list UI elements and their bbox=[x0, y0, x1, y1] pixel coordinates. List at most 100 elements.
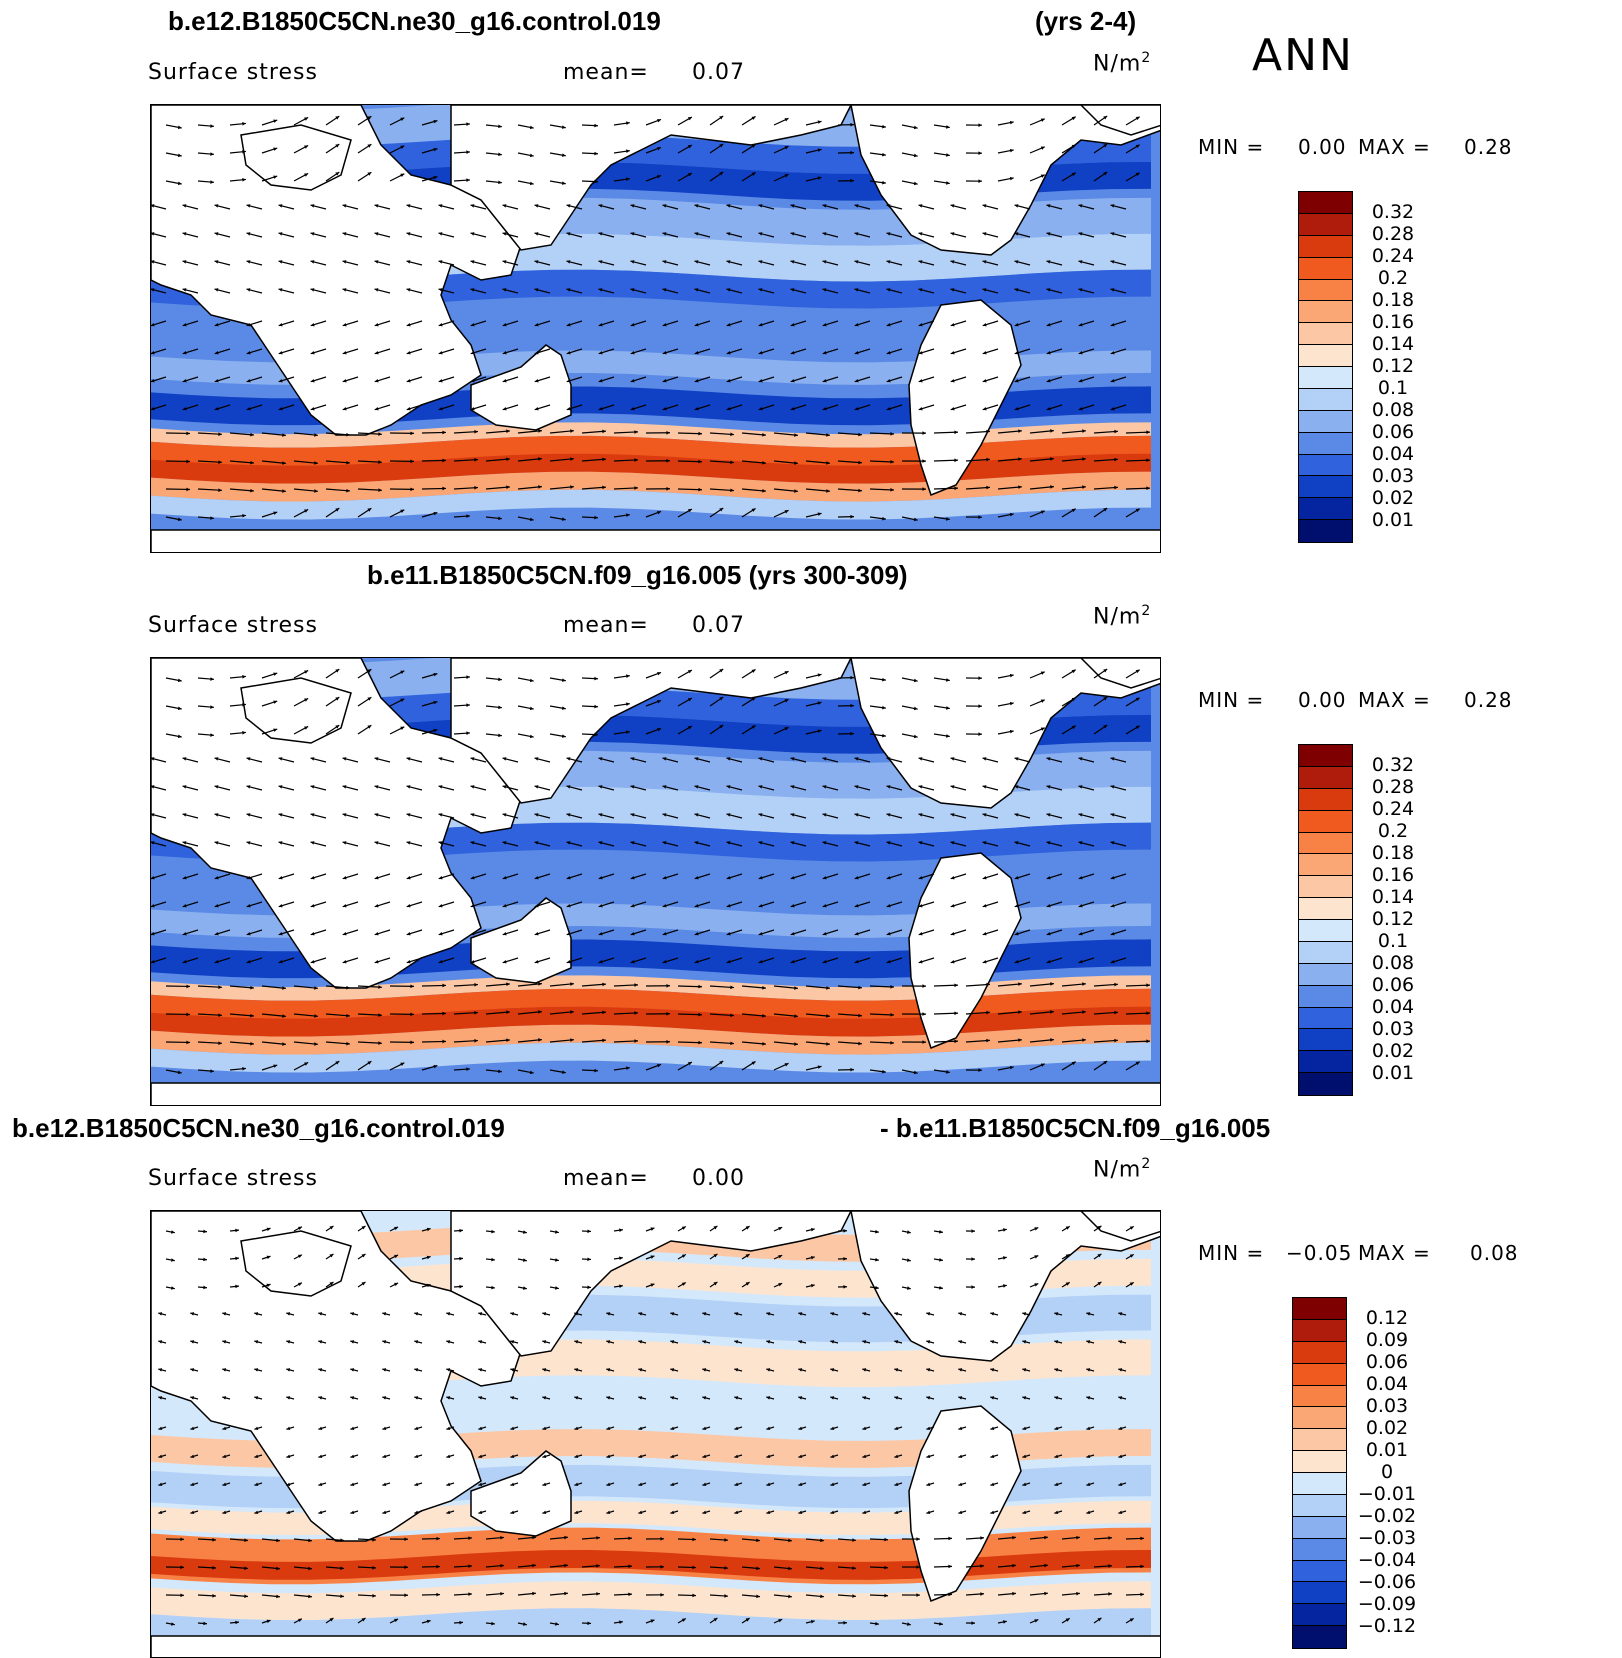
colorbar-swatch bbox=[1299, 810, 1352, 833]
wind-arrow-head bbox=[982, 931, 987, 936]
wind-arrow-head bbox=[978, 123, 982, 127]
wind-arrow-head bbox=[214, 232, 219, 236]
wind-arrow-head bbox=[1135, 172, 1140, 177]
wind-arrow-head bbox=[1018, 457, 1022, 461]
wind-arrow-head bbox=[1129, 1226, 1134, 1230]
wind-arrow-head bbox=[340, 1566, 344, 1570]
wind-arrow-head bbox=[534, 757, 539, 761]
wind-arrow bbox=[837, 460, 862, 464]
wind-arrow-head bbox=[378, 1013, 382, 1017]
wind-arrow-head bbox=[1078, 232, 1083, 236]
wind-arrow-head bbox=[342, 959, 347, 964]
wind-arrow-head bbox=[1014, 903, 1019, 908]
wind-arrow-head bbox=[382, 1454, 387, 1459]
colorbar-tick-label: −0.06 bbox=[1357, 1571, 1417, 1593]
wind-arrow-head bbox=[719, 668, 724, 673]
wind-arrow-head bbox=[619, 1256, 623, 1261]
wind-arrow-head bbox=[790, 288, 795, 292]
wind-arrow-head bbox=[278, 204, 283, 208]
wind-arrow-head bbox=[158, 1510, 163, 1515]
wind-arrow-head bbox=[1012, 1591, 1016, 1596]
wind-arrow bbox=[485, 486, 510, 490]
wind-arrow-head bbox=[214, 288, 219, 292]
wind-arrow-head bbox=[698, 487, 702, 492]
wind-arrow-head bbox=[687, 1062, 692, 1066]
wind-arrow-head bbox=[798, 1368, 803, 1372]
wind-arrow-head bbox=[626, 149, 630, 153]
stress-band bbox=[151, 422, 1151, 448]
wind-arrow-head bbox=[619, 1284, 623, 1289]
wind-arrow-head bbox=[561, 1070, 566, 1074]
wind-arrow-head bbox=[210, 180, 214, 184]
wind-arrow bbox=[453, 1011, 478, 1015]
wind-arrow-head bbox=[470, 875, 475, 880]
wind-arrow-head bbox=[1097, 1617, 1102, 1622]
wind-arrow-head bbox=[158, 1426, 163, 1431]
wind-arrow-head bbox=[466, 150, 470, 154]
wind-arrow-head bbox=[1071, 725, 1076, 730]
wind-arrow-head bbox=[414, 1510, 419, 1515]
wind-arrow-head bbox=[574, 1426, 579, 1431]
wind-arrow-head bbox=[350, 1426, 355, 1431]
wind-arrow-head bbox=[702, 1312, 707, 1316]
wind-arrow-head bbox=[1014, 875, 1019, 880]
wind-arrow-head bbox=[1114, 485, 1118, 490]
wind-arrow-head bbox=[784, 174, 789, 178]
wind-arrow bbox=[1029, 1011, 1054, 1015]
wind-arrow-head bbox=[246, 406, 251, 411]
wind-arrow-head bbox=[886, 757, 891, 761]
wind-arrow-head bbox=[214, 322, 219, 327]
wind-arrow-head bbox=[946, 153, 950, 157]
wind-arrow-head bbox=[630, 757, 635, 761]
stress-band bbox=[151, 975, 1151, 1001]
wind-arrow-head bbox=[850, 122, 854, 127]
wind-arrow-head bbox=[561, 181, 566, 185]
wind-arrow-head bbox=[916, 1593, 920, 1597]
wind-arrow-head bbox=[410, 487, 414, 492]
panel2-map bbox=[150, 657, 1161, 1106]
wind-arrow-head bbox=[529, 678, 534, 683]
wind-arrow-head bbox=[382, 1368, 387, 1372]
panel3-mean-value: 0.00 bbox=[692, 1166, 745, 1191]
wind-arrow-head bbox=[151, 406, 155, 411]
wind-arrow-head bbox=[304, 670, 309, 674]
wind-arrow-head bbox=[310, 931, 315, 936]
land-mass bbox=[240, 677, 352, 744]
wind-arrow-head bbox=[662, 204, 667, 208]
wind-arrow-head bbox=[310, 204, 315, 208]
wind-arrow-head bbox=[555, 1622, 559, 1626]
wind-arrow-head bbox=[478, 1426, 483, 1431]
wind-arrow-head bbox=[598, 204, 603, 208]
panel3-map-svg bbox=[151, 1211, 1160, 1657]
wind-arrow-head bbox=[730, 1041, 734, 1046]
colorbar-swatch bbox=[1293, 1538, 1346, 1561]
wind-arrow bbox=[517, 1011, 542, 1015]
wind-arrow-head bbox=[606, 1510, 611, 1515]
wind-arrow-head bbox=[1110, 959, 1115, 964]
wind-arrow-head bbox=[534, 288, 539, 292]
wind-arrow-head bbox=[564, 1591, 568, 1596]
wind-arrow bbox=[517, 486, 542, 490]
panel3-min-label: MIN = bbox=[1198, 1241, 1265, 1265]
wind-arrow bbox=[485, 430, 510, 434]
wind-arrow-head bbox=[394, 1226, 399, 1231]
wind-arrow-head bbox=[498, 516, 502, 521]
wind-arrow-head bbox=[628, 1592, 632, 1597]
wind-arrow-head bbox=[954, 1011, 958, 1016]
wind-arrow-head bbox=[734, 1368, 739, 1372]
wind-arrow-head bbox=[852, 1566, 856, 1570]
wind-arrow-head bbox=[990, 1510, 995, 1515]
wind-arrow-head bbox=[1002, 1228, 1007, 1232]
wind-arrow-head bbox=[406, 903, 411, 908]
wind-arrow-head bbox=[1078, 757, 1083, 761]
wind-arrow-head bbox=[318, 1510, 323, 1515]
wind-arrow-head bbox=[561, 706, 566, 710]
wind-arrow-head bbox=[254, 1368, 259, 1372]
wind-arrow-head bbox=[470, 785, 475, 789]
wind-arrow-head bbox=[310, 757, 315, 761]
wind-arrow-head bbox=[745, 1282, 750, 1286]
wind-arrow-head bbox=[1022, 1396, 1027, 1400]
wind-arrow-head bbox=[500, 1535, 504, 1540]
wind-arrow-head bbox=[410, 459, 414, 464]
wind-arrow-head bbox=[890, 460, 894, 464]
